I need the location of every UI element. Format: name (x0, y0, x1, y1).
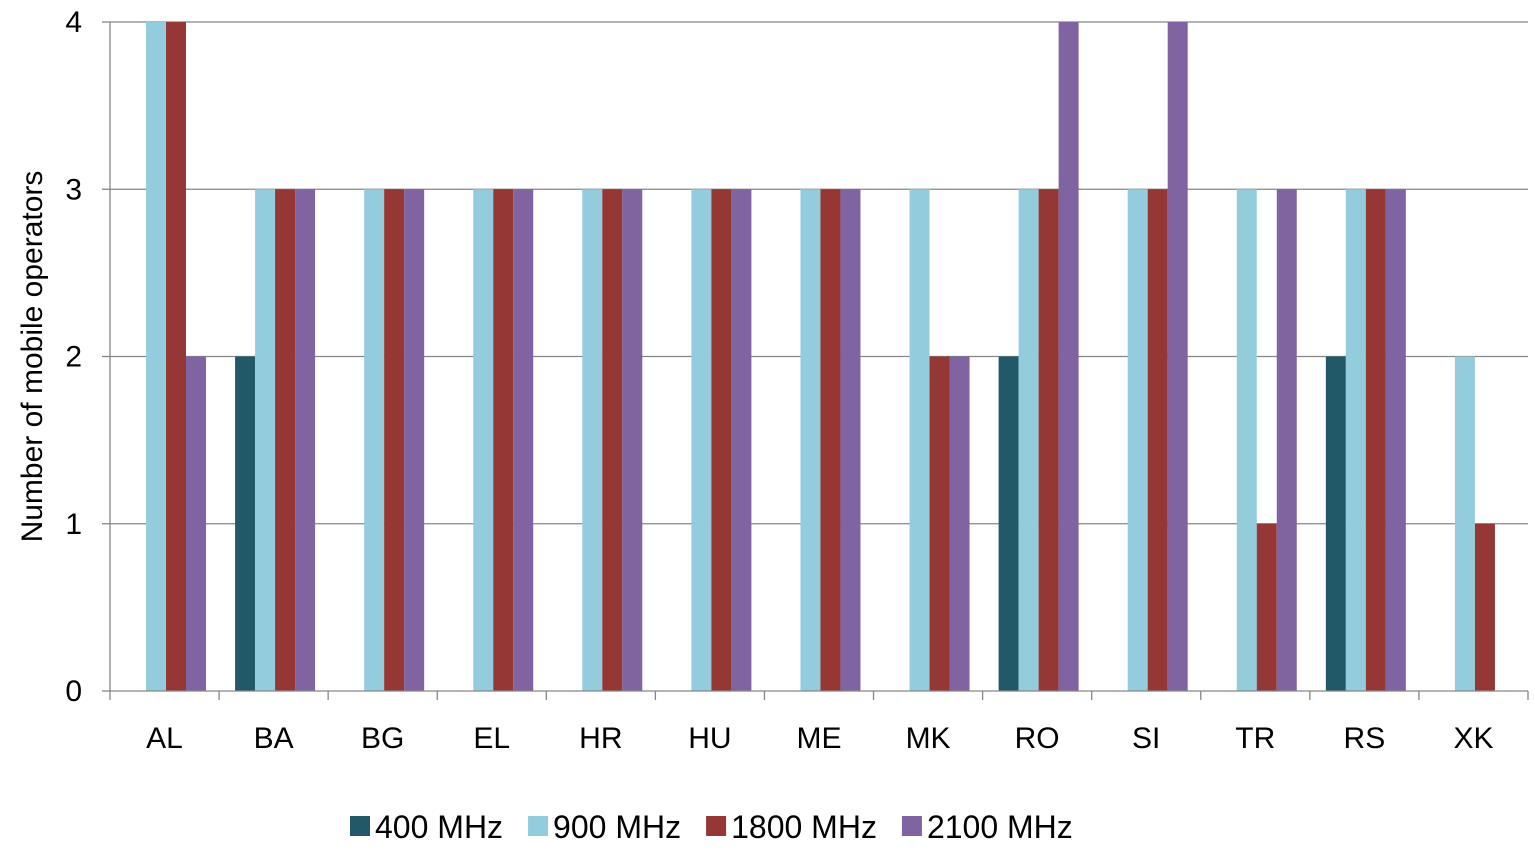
x-category-label: HR (579, 722, 622, 755)
legend-swatch (350, 816, 370, 836)
y-tick-label: 4 (65, 6, 82, 39)
y-tick-label: 0 (65, 675, 82, 708)
legend-swatch (901, 816, 922, 836)
legend: 400 MHz 900 MHz 1800 MHz 2100 MHz (350, 809, 1073, 845)
y-tick-label: 1 (65, 508, 82, 541)
x-category-label: BA (254, 722, 294, 755)
x-category-label: HU (688, 722, 731, 755)
bar-ba-900-mhz (255, 189, 276, 691)
legend-label: 900 MHz (553, 809, 681, 845)
bar-rs-900-mhz (1345, 189, 1366, 691)
bar-el-900-mhz (473, 189, 494, 691)
bar-al-1800-mhz (166, 22, 186, 691)
bar-hu-2100-mhz (731, 189, 752, 691)
x-category-label: EL (473, 722, 510, 755)
y-tick-label: 3 (65, 173, 82, 206)
bar-ba-400-mhz (235, 356, 256, 691)
y-tick-label: 2 (65, 341, 82, 374)
x-category-label: SI (1132, 722, 1160, 755)
bar-tr-900-mhz (1236, 189, 1257, 691)
bar-si-1800-mhz (1147, 189, 1168, 691)
bar-hr-1800-mhz (602, 189, 623, 691)
bar-hu-900-mhz (691, 189, 712, 691)
x-category-label: ME (797, 722, 842, 755)
legend-label: 1800 MHz (731, 809, 877, 845)
bar-tr-2100-mhz (1276, 189, 1297, 691)
bar-bg-1800-mhz (384, 189, 405, 691)
bar-mk-900-mhz (909, 189, 930, 691)
bar-ro-1800-mhz (1038, 189, 1059, 691)
bar-al-900-mhz (146, 22, 166, 691)
bar-mk-2100-mhz (949, 356, 970, 691)
bar-ro-400-mhz (998, 356, 1019, 691)
bar-si-2100-mhz (1167, 22, 1188, 691)
bar-rs-1800-mhz (1365, 189, 1386, 691)
bar-mk-1800-mhz (929, 356, 950, 691)
x-category-label: XK (1453, 722, 1493, 755)
bar-hr-2100-mhz (622, 189, 643, 691)
bar-hu-1800-mhz (711, 189, 732, 691)
x-category-label: AL (146, 722, 183, 755)
bar-me-2100-mhz (840, 189, 861, 691)
x-category-labels: AL BA BG EL HR HU ME MK RO SI TR RS XK (146, 722, 1493, 755)
bar-bg-2100-mhz (404, 189, 425, 691)
bar-al-2100-mhz (186, 356, 206, 691)
y-tick-labels: 0 1 2 3 4 (65, 6, 82, 708)
legend-label: 400 MHz (375, 809, 503, 845)
bar-bg-900-mhz (364, 189, 385, 691)
bar-xk-1800-mhz (1474, 523, 1495, 691)
legend-swatch (706, 816, 727, 836)
legend-swatch (528, 816, 549, 836)
bar-rs-2100-mhz (1385, 189, 1406, 691)
bar-tr-1800-mhz (1256, 523, 1277, 691)
y-axis-title: Number of mobile operators (16, 171, 49, 543)
bar-xk-900-mhz (1454, 356, 1475, 691)
bar-el-2100-mhz (513, 189, 534, 691)
x-category-label: BG (361, 722, 404, 755)
bar-si-900-mhz (1127, 189, 1148, 691)
bar-me-1800-mhz (820, 189, 841, 691)
legend-label: 2100 MHz (927, 809, 1073, 845)
bar-ba-1800-mhz (275, 189, 296, 691)
x-category-label: RO (1015, 722, 1060, 755)
x-category-label: MK (906, 722, 951, 755)
bar-rs-400-mhz (1325, 356, 1346, 691)
bar-ba-2100-mhz (295, 189, 316, 691)
bar-ro-2100-mhz (1058, 22, 1079, 691)
x-category-label: RS (1344, 722, 1386, 755)
bar-ro-900-mhz (1018, 189, 1039, 691)
bar-me-900-mhz (800, 189, 821, 691)
bars (146, 22, 1495, 691)
axes (102, 21, 1529, 700)
bar-hr-900-mhz (582, 189, 603, 691)
x-category-label: TR (1235, 722, 1275, 755)
bar-el-1800-mhz (493, 189, 514, 691)
